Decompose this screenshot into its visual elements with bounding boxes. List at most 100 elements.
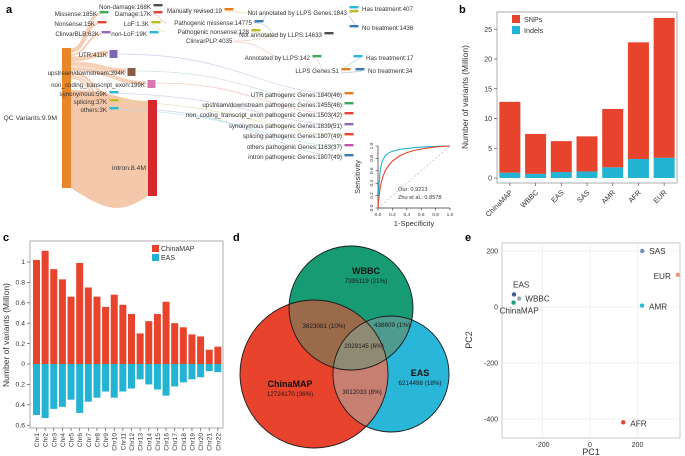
flow-connector bbox=[311, 57, 326, 71]
bar-chinamap bbox=[93, 296, 101, 364]
bar-eas bbox=[76, 364, 84, 413]
bar-chinamap bbox=[136, 333, 144, 364]
sankey-label: splicing pathogenic Genes:1807(49) bbox=[243, 133, 342, 140]
y-tick-label: 20 bbox=[484, 57, 492, 64]
x-tick-label: EAS bbox=[549, 188, 566, 205]
legend-label-indels: Indels bbox=[524, 26, 544, 35]
sankey-label: Not annotated by LLPS Genes:1843 bbox=[248, 10, 348, 17]
roc-curve bbox=[377, 145, 451, 209]
x-tick-label: -200 bbox=[535, 442, 549, 449]
point-label-eas: EAS bbox=[513, 280, 530, 289]
sankey-node-dash bbox=[109, 107, 119, 110]
bar-chinamap bbox=[58, 279, 66, 364]
stacked-bar-svg: b 0 5 10 15 20 25 ChinaMAP WBBC EAS SAS AMR AFR EUR S… bbox=[459, 4, 678, 219]
sankey-node-dash bbox=[99, 11, 109, 14]
x-tick-label: Chr3 bbox=[51, 433, 58, 447]
bar-eas bbox=[50, 364, 58, 409]
chart-b: 0 5 10 15 20 25 ChinaMAP WBBC EAS SAS AMR AFR EUR SNP… bbox=[460, 11, 678, 219]
sankey-intron-bar bbox=[148, 100, 157, 196]
point-label-sas: SAS bbox=[649, 247, 666, 256]
sankey-label: others pathogenic Genes:1163(37) bbox=[247, 144, 342, 151]
roc-legend-our: Our: 0.9213 bbox=[398, 187, 428, 193]
y-tick-label: 10 bbox=[484, 116, 492, 123]
flow-branch bbox=[70, 67, 147, 85]
roc-y-tick-label: 0.6 bbox=[369, 167, 375, 174]
venn-overlap-chinamap-eas-value: 3012033 (8%) bbox=[342, 389, 382, 396]
bar-eas bbox=[145, 364, 153, 385]
roc-x-tick-label: 0.0 bbox=[375, 212, 382, 218]
sankey-node-dash bbox=[344, 102, 354, 105]
panel-b-barchart: b 0 5 10 15 20 25 ChinaMAP WBBC EAS SAS AMR AFR EUR S… bbox=[455, 0, 685, 230]
sankey-label: intron:8.4M bbox=[112, 165, 146, 172]
panel-a-sankey: a Non-damage:168K Manually revised:19 Miss… bbox=[0, 0, 460, 230]
sankey-label: Has treatment:17 bbox=[366, 55, 414, 62]
sankey-node-dash bbox=[344, 154, 354, 157]
flow-connector bbox=[233, 35, 276, 42]
x-tick-label: Chr10 bbox=[112, 433, 119, 451]
legend-swatch-indels bbox=[512, 26, 520, 34]
venn-overlap-wbbc-chinamap-value: 3623081 (10%) bbox=[302, 323, 345, 330]
y-axis-title: Number of variants (Million) bbox=[1, 283, 11, 387]
venn-wbbc-value: 7395119 (21%) bbox=[345, 278, 388, 285]
x-tick-label: Chr9 bbox=[103, 433, 110, 447]
sankey-node-dash bbox=[97, 21, 107, 24]
y-tick-label: 15 bbox=[484, 86, 492, 93]
bar-chinamap bbox=[50, 269, 58, 364]
bar-snps bbox=[525, 133, 547, 174]
roc-x-tick-label: 0.2 bbox=[389, 212, 396, 218]
flow-branch bbox=[70, 77, 109, 111]
bar-eas bbox=[188, 364, 196, 380]
x-tick-label: AFR bbox=[626, 188, 643, 205]
sankey-node-dash bbox=[349, 10, 359, 13]
sankey-node-square bbox=[127, 68, 136, 76]
sankey-and-roc-svg: a Non-damage:168K Manually revised:19 Miss… bbox=[3, 4, 454, 228]
bar-snps bbox=[627, 42, 649, 159]
venn-outline-chinamap bbox=[239, 299, 389, 449]
venn-eas-name: EAS bbox=[411, 368, 430, 378]
flow-connector bbox=[155, 82, 345, 115]
legend-swatch-chinamap bbox=[152, 245, 159, 252]
sankey-label: ClinvarPLP:4035 bbox=[186, 38, 233, 45]
bar-eas bbox=[136, 364, 144, 380]
flow-connector bbox=[150, 23, 167, 33]
x-tick-label: Chr15 bbox=[155, 433, 162, 451]
bar-chinamap bbox=[41, 250, 49, 364]
point-label-chinamap: ChinaMAP bbox=[500, 307, 540, 316]
point-label-amr: AMR bbox=[649, 303, 667, 312]
x-tick-label: Chr11 bbox=[120, 433, 127, 451]
x-tick-label: Chr14 bbox=[146, 433, 153, 451]
bar-eas bbox=[84, 364, 92, 402]
point-label-wbbc: WBBC bbox=[525, 295, 550, 304]
sankey-label: No treatment:1436 bbox=[362, 25, 414, 32]
sankey-label: intron pathogenic Genes:1807(49) bbox=[248, 154, 342, 161]
flow-connector bbox=[250, 31, 273, 36]
data-point-eur bbox=[675, 272, 681, 277]
sankey-label: Annotated by LLPS:142 bbox=[245, 55, 311, 62]
roc-y-tick-label: 0.0 bbox=[369, 204, 375, 211]
sankey-label: Not annotated by LLPS:14633 bbox=[239, 32, 322, 39]
x-tick-label: Chr8 bbox=[94, 433, 101, 447]
bar-eas bbox=[179, 364, 187, 383]
sankey-label: non-LoF:19K bbox=[111, 31, 148, 38]
sankey-label: UTR:411K bbox=[79, 52, 108, 59]
bar-chinamap bbox=[197, 336, 205, 364]
data-point-afr bbox=[621, 420, 626, 425]
venn-chinamap-value: 12724170 (36%) bbox=[267, 391, 314, 398]
sankey-label: Damage:17K bbox=[115, 11, 152, 18]
flow-connector bbox=[117, 53, 345, 95]
bar-chinamap bbox=[119, 304, 127, 364]
bar-eas bbox=[205, 364, 213, 372]
bar-snps bbox=[576, 136, 598, 172]
x-tick-label: Chr20 bbox=[198, 433, 205, 451]
data-point-sas bbox=[640, 248, 645, 254]
sankey-node-dash bbox=[254, 20, 264, 23]
bar-eas bbox=[33, 364, 40, 415]
bar-indels bbox=[627, 158, 649, 178]
roc-x-tick-label: 0.6 bbox=[418, 212, 425, 218]
legend-swatch-eas bbox=[152, 254, 159, 261]
data-point-wbbc bbox=[517, 296, 522, 301]
bar-chinamap bbox=[179, 327, 187, 364]
flow-connector bbox=[223, 10, 251, 14]
x-tick-label: Chr19 bbox=[189, 433, 196, 451]
